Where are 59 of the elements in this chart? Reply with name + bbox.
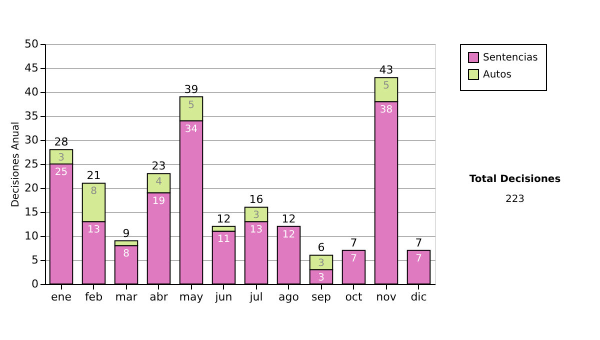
data-label: 4: [156, 176, 162, 188]
x-tick-label: mar: [115, 290, 138, 304]
y-tick-label: 15: [24, 206, 38, 218]
total-label: 9: [122, 226, 130, 240]
total-label: 16: [249, 193, 264, 206]
y-tick-label: 25: [24, 158, 38, 170]
data-label: 3: [253, 210, 260, 222]
data-label: 13: [250, 224, 263, 236]
data-label: 38: [380, 104, 393, 116]
y-tick-label: 20: [24, 182, 38, 194]
data-label: 12: [282, 229, 296, 240]
x-tick-label: abr: [150, 290, 168, 304]
total-label: 23: [152, 160, 166, 173]
total-label: 12: [216, 212, 231, 226]
data-label: 19: [152, 196, 166, 207]
data-label: 34: [184, 124, 198, 135]
x-tick-label: may: [179, 290, 204, 304]
data-label: 3: [58, 152, 64, 164]
y-tick-label: 35: [24, 110, 38, 122]
legend-label: Autos: [483, 70, 512, 80]
data-label: 7: [416, 253, 422, 264]
data-label: 13: [87, 224, 100, 236]
x-tick-label: feb: [84, 290, 103, 304]
y-tick-label: 30: [24, 134, 38, 146]
y-tick-label: 10: [24, 230, 38, 242]
x-tick-label: sep: [312, 290, 332, 304]
total-label: 12: [282, 212, 296, 226]
text: 223: [505, 194, 525, 205]
x-tick-label: ago: [278, 290, 300, 304]
x-tick-label: jun: [214, 290, 232, 304]
text: Total Decisiones: [469, 174, 561, 185]
data-label: 8: [123, 248, 130, 260]
data-label: 11: [217, 234, 230, 246]
data-label: 3: [318, 272, 324, 284]
y-tick-label: 5: [32, 254, 38, 266]
total-label: 7: [350, 236, 358, 250]
total-label: 28: [54, 136, 68, 149]
total-label: 43: [379, 64, 394, 77]
total-label: 39: [184, 82, 198, 96]
y-axis-title: Decisiones Anual: [10, 122, 22, 208]
total-label: 6: [318, 241, 325, 254]
total-label: 7: [415, 236, 422, 250]
x-tick-label: dic: [410, 290, 427, 304]
data-label: 5: [383, 80, 390, 92]
data-label: 7: [350, 253, 357, 264]
x-tick-label: nov: [376, 290, 397, 304]
y-tick-label: 45: [24, 62, 38, 74]
data-label: 5: [188, 100, 194, 111]
data-label: 25: [54, 167, 68, 178]
x-tick-label: jul: [248, 290, 263, 304]
legend-label: Sentencias: [483, 52, 538, 64]
total-label: 21: [86, 169, 101, 182]
data-label: 8: [90, 186, 97, 198]
y-tick-label: 0: [32, 278, 38, 290]
x-tick-label: ene: [50, 290, 72, 304]
y-tick-label: 40: [24, 86, 38, 98]
x-tick-label: oct: [345, 290, 363, 304]
y-tick-label: 50: [24, 38, 38, 50]
data-label: 3: [318, 258, 324, 270]
